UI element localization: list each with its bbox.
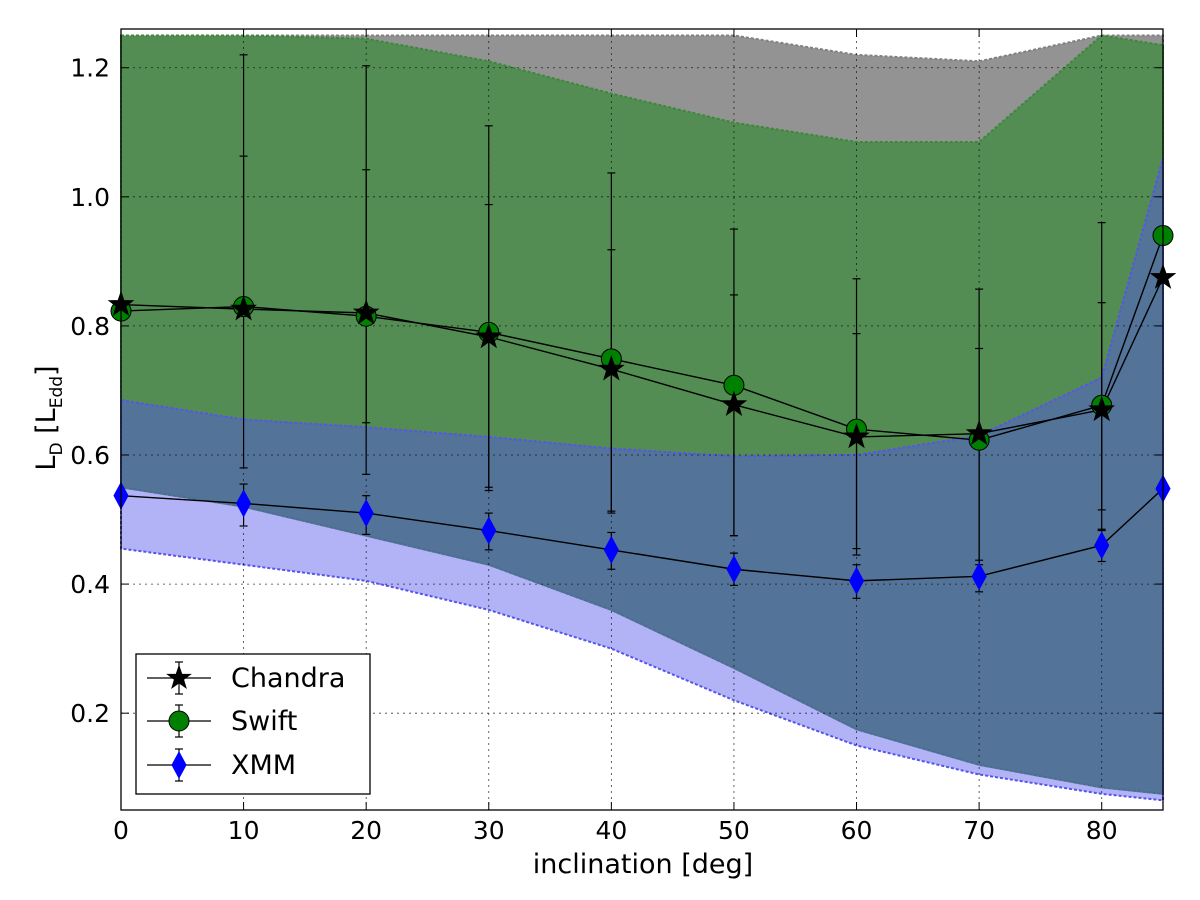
- legend: Chandra Swift XMM: [135, 653, 371, 795]
- x-tick-label: 20: [350, 816, 382, 845]
- x-tick-label: 30: [473, 816, 505, 845]
- y-tick-label: 0.8: [70, 312, 110, 341]
- chandra-data-point: [230, 295, 257, 321]
- confidence-bands: [120, 34, 1164, 802]
- chandra-data-point: [352, 298, 380, 325]
- xmm-data-point: [358, 499, 374, 528]
- y-tick-label: 0.6: [70, 441, 110, 470]
- y-axis-label-sub: D: [47, 442, 67, 455]
- xmm-data-point: [848, 566, 865, 595]
- y-tick-label: 0.2: [70, 699, 110, 728]
- legend-diamond-marker: [171, 750, 187, 780]
- x-tick-label: 80: [1086, 816, 1118, 845]
- y-axis-label-bracket-main: L: [31, 408, 62, 423]
- xmm-data-point: [603, 535, 619, 564]
- x-tick-label: 60: [841, 816, 873, 845]
- legend-item-chandra: Chandra: [147, 661, 345, 695]
- legend-label-chandra: Chandra: [231, 663, 345, 694]
- legend-item-xmm: XMM: [147, 748, 296, 782]
- legend-label-swift: Swift: [231, 706, 297, 737]
- axis-ticks: 0 10 20 30 40 50 60 70 80 0.2 0.4 0.6 0.8 1.0 1.2: [70, 29, 1163, 845]
- xmm-data-point: [236, 489, 252, 518]
- y-tick-label: 1.0: [70, 183, 110, 212]
- x-axis-label: inclination [deg]: [533, 849, 753, 880]
- chandra-data-point: [1088, 395, 1116, 422]
- series-lines: [120, 235, 1164, 582]
- y-axis-label: LD [LEdd]: [31, 365, 67, 470]
- legend-item-swift: Swift: [147, 704, 297, 738]
- xmm-data-point: [971, 562, 987, 591]
- x-tick-label: 40: [595, 816, 627, 845]
- plot-frame: [120, 28, 1164, 811]
- y-tick-label: 0.4: [70, 570, 110, 599]
- xmm-data-point: [481, 516, 497, 545]
- x-tick-label: 0: [113, 816, 129, 845]
- chandra-data-point: [843, 422, 870, 449]
- legend-star-marker: [166, 664, 192, 690]
- legend-label-xmm: XMM: [231, 750, 296, 781]
- x-tick-label: 50: [718, 816, 750, 845]
- chandra-data-point: [475, 322, 503, 349]
- band-2: [120, 157, 1164, 802]
- series-line-swift: [120, 235, 1164, 441]
- xmm-data-point: [1094, 531, 1110, 560]
- x-tick-label: 10: [228, 816, 260, 845]
- y-axis-label-bracket-sub: Edd: [47, 376, 67, 408]
- series-markers: [107, 225, 1177, 595]
- chandra-data-point: [598, 355, 625, 381]
- legend-circle-marker: [168, 710, 190, 732]
- xmm-data-point: [726, 555, 742, 584]
- chandra-data-point: [720, 390, 748, 417]
- series-line-xmm: [120, 488, 1164, 582]
- x-tick-label: 70: [963, 816, 995, 845]
- y-axis-label-main: L: [31, 456, 62, 471]
- y-tick-label: 1.2: [70, 54, 110, 83]
- chandra-data-point: [965, 419, 993, 446]
